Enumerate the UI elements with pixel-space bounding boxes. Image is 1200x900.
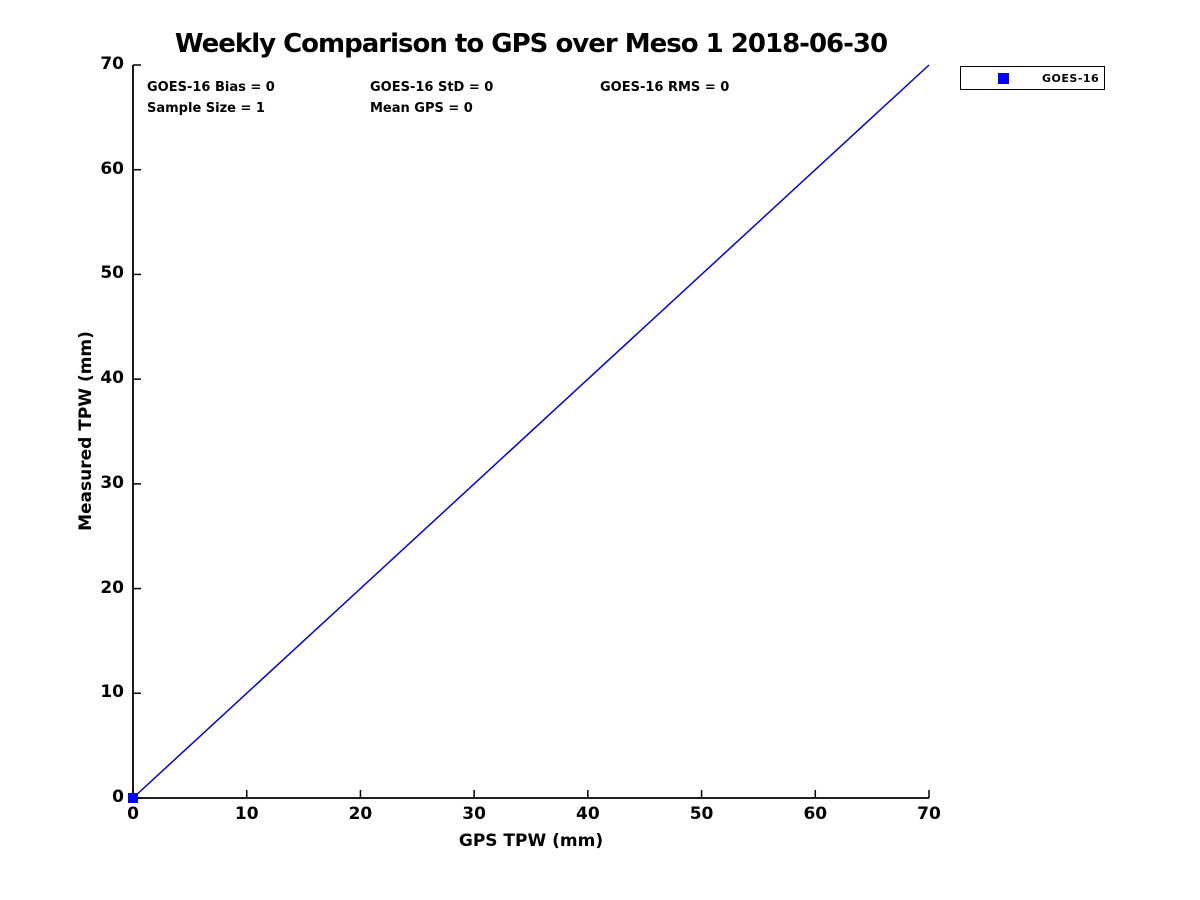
plot-canvas bbox=[128, 64, 930, 803]
one-to-one-reference-line bbox=[132, 64, 930, 799]
stat-std: GOES-16 StD = 0 bbox=[370, 80, 494, 95]
legend-entry-label: GOES-16 bbox=[1042, 71, 1100, 85]
stat-sample-size: Sample Size = 1 bbox=[147, 101, 265, 116]
x-tick-label: 70 bbox=[917, 804, 941, 824]
x-tick-label: 30 bbox=[462, 804, 486, 824]
y-tick-label: 20 bbox=[100, 577, 124, 598]
y-tick-label: 40 bbox=[100, 368, 124, 389]
stat-bias: GOES-16 Bias = 0 bbox=[147, 80, 275, 95]
y-tick-label: 0 bbox=[112, 787, 124, 807]
x-tick-label: 40 bbox=[576, 804, 600, 824]
x-tick-label: 60 bbox=[803, 804, 828, 824]
stat-mean-gps: Mean GPS = 0 bbox=[370, 101, 473, 116]
x-tick-label: 10 bbox=[234, 804, 259, 824]
stat-rms: GOES-16 RMS = 0 bbox=[600, 80, 730, 95]
plot-area bbox=[128, 64, 930, 803]
y-tick-label: 70 bbox=[100, 54, 124, 74]
y-tick-label: 30 bbox=[100, 472, 124, 493]
square-marker-icon bbox=[998, 72, 1009, 84]
x-tick-label: 50 bbox=[689, 804, 714, 824]
x-tick-label: 0 bbox=[127, 804, 139, 824]
x-tick-label: 20 bbox=[348, 804, 373, 824]
data-point-GOES-16 bbox=[128, 793, 138, 803]
y-tick-label: 50 bbox=[100, 263, 124, 284]
y-tick-label: 60 bbox=[100, 158, 124, 179]
x-axis-label: GPS TPW (mm) bbox=[458, 831, 604, 851]
chart-title: Weekly Comparison to GPS over Meso 1 201… bbox=[174, 29, 888, 59]
y-tick-label: 10 bbox=[100, 682, 124, 703]
legend: GOES-16 bbox=[960, 66, 1105, 90]
y-axis-label: Measured TPW (mm) bbox=[76, 331, 96, 531]
